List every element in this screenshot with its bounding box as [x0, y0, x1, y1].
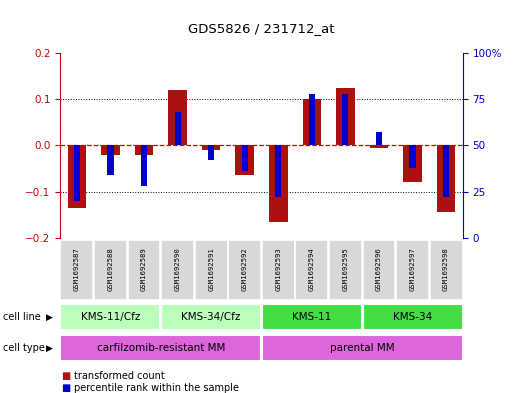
Text: GDS5826 / 231712_at: GDS5826 / 231712_at — [188, 22, 335, 35]
Bar — [74, 145, 80, 201]
Bar — [168, 90, 187, 145]
Text: ▶: ▶ — [46, 313, 53, 322]
Text: GSM1692587: GSM1692587 — [74, 247, 80, 291]
Bar — [208, 145, 214, 160]
Bar — [410, 145, 416, 167]
Text: parental MM: parental MM — [330, 343, 394, 353]
Bar — [175, 112, 180, 145]
Text: ■: ■ — [61, 383, 70, 393]
Text: GSM1692590: GSM1692590 — [175, 247, 180, 291]
FancyBboxPatch shape — [228, 241, 261, 300]
Text: percentile rank within the sample: percentile rank within the sample — [74, 383, 239, 393]
FancyBboxPatch shape — [61, 241, 94, 300]
Bar — [403, 145, 422, 182]
Bar — [303, 99, 321, 145]
Text: transformed count: transformed count — [74, 371, 165, 382]
FancyBboxPatch shape — [161, 241, 194, 300]
Bar — [336, 88, 355, 145]
Text: GSM1692598: GSM1692598 — [443, 247, 449, 291]
Bar — [141, 145, 147, 186]
FancyBboxPatch shape — [161, 304, 261, 330]
Text: GSM1692588: GSM1692588 — [108, 247, 113, 291]
Bar — [202, 145, 220, 150]
Text: cell type: cell type — [3, 343, 44, 353]
Text: GSM1692592: GSM1692592 — [242, 247, 248, 291]
Bar — [309, 94, 315, 145]
FancyBboxPatch shape — [396, 241, 429, 300]
Text: GSM1692594: GSM1692594 — [309, 247, 315, 291]
Bar — [101, 145, 120, 154]
FancyBboxPatch shape — [262, 335, 462, 361]
Text: GSM1692597: GSM1692597 — [410, 247, 415, 291]
FancyBboxPatch shape — [295, 241, 328, 300]
FancyBboxPatch shape — [262, 241, 295, 300]
Text: carfilzomib-resistant MM: carfilzomib-resistant MM — [97, 343, 225, 353]
Bar — [437, 145, 456, 212]
Bar — [242, 145, 248, 171]
Text: ▶: ▶ — [46, 343, 53, 353]
Text: cell line: cell line — [3, 312, 40, 322]
Bar — [135, 145, 153, 154]
Bar — [235, 145, 254, 175]
Bar — [343, 94, 348, 145]
FancyBboxPatch shape — [429, 241, 462, 300]
Text: KMS-34: KMS-34 — [393, 312, 432, 322]
Bar — [275, 145, 281, 197]
Text: KMS-11/Cfz: KMS-11/Cfz — [81, 312, 140, 322]
Bar — [370, 145, 388, 148]
Text: KMS-34/Cfz: KMS-34/Cfz — [181, 312, 241, 322]
Text: GSM1692595: GSM1692595 — [343, 247, 348, 291]
Bar — [107, 145, 113, 175]
FancyBboxPatch shape — [195, 241, 228, 300]
FancyBboxPatch shape — [362, 304, 462, 330]
FancyBboxPatch shape — [362, 241, 395, 300]
FancyBboxPatch shape — [94, 241, 127, 300]
Bar — [269, 145, 288, 222]
Text: ■: ■ — [61, 371, 70, 382]
FancyBboxPatch shape — [329, 241, 362, 300]
FancyBboxPatch shape — [262, 304, 362, 330]
Text: GSM1692596: GSM1692596 — [376, 247, 382, 291]
Text: GSM1692591: GSM1692591 — [208, 247, 214, 291]
FancyBboxPatch shape — [61, 304, 161, 330]
Bar — [376, 132, 382, 145]
Text: GSM1692589: GSM1692589 — [141, 247, 147, 291]
Text: GSM1692593: GSM1692593 — [275, 247, 281, 291]
FancyBboxPatch shape — [61, 335, 261, 361]
Bar — [67, 145, 86, 208]
Bar — [443, 145, 449, 197]
FancyBboxPatch shape — [128, 241, 161, 300]
Text: KMS-11: KMS-11 — [292, 312, 332, 322]
